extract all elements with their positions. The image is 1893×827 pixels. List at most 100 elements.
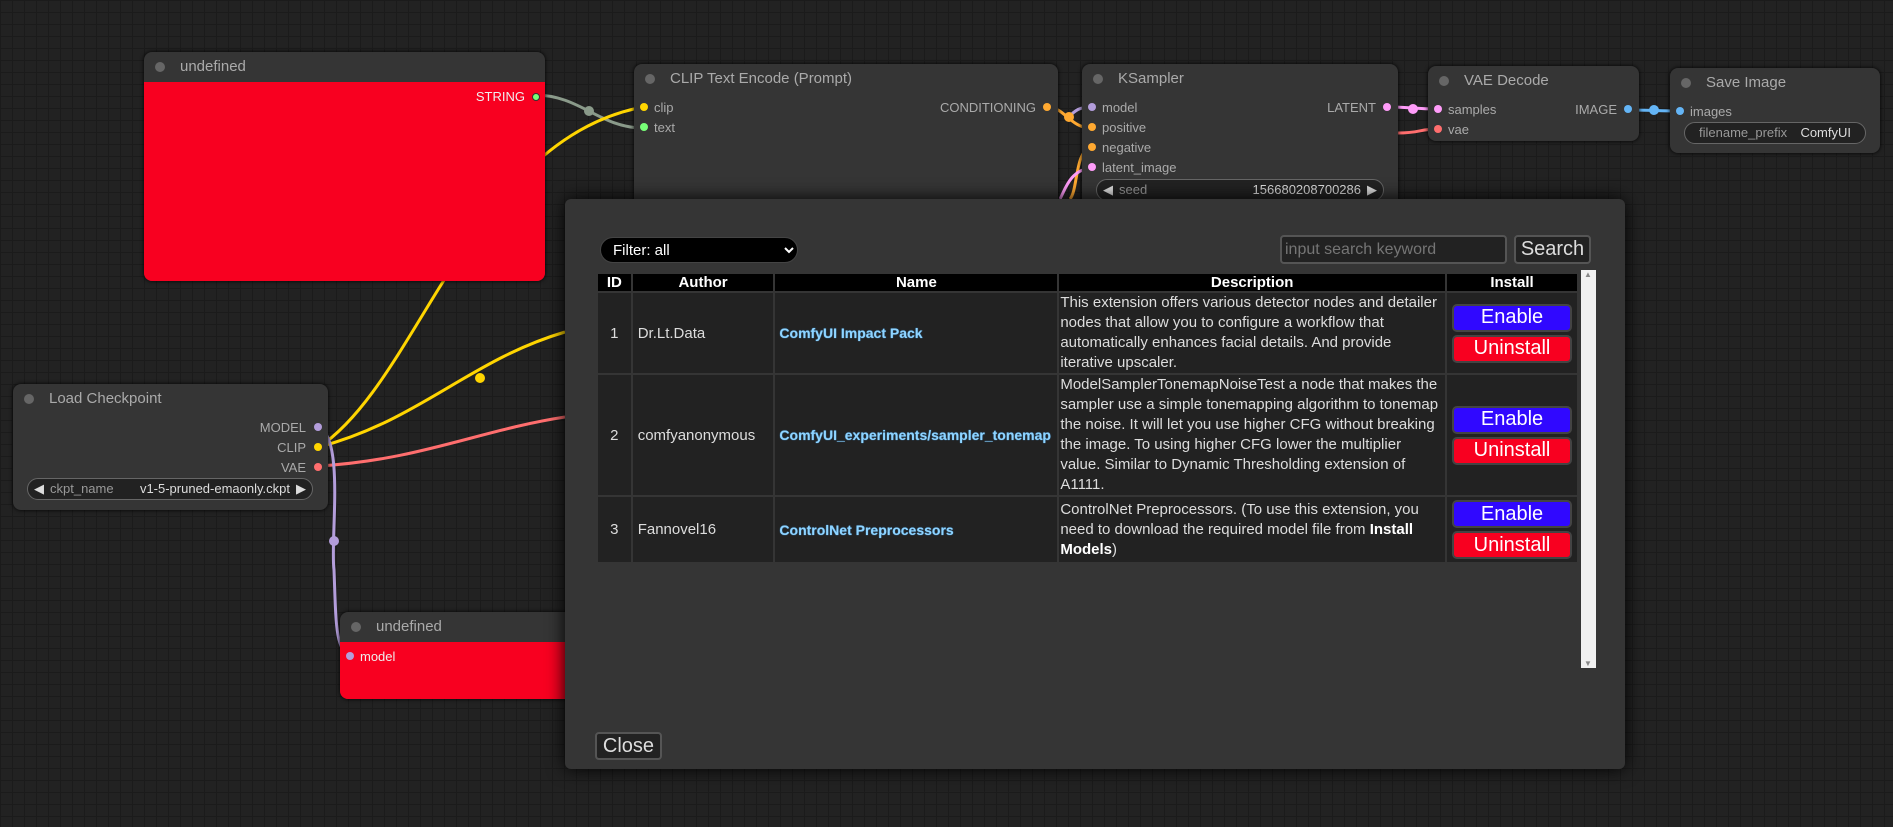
output-model: MODEL bbox=[259, 420, 306, 435]
input-vae: vae bbox=[1448, 122, 1469, 137]
output-clip-dot[interactable] bbox=[314, 443, 322, 451]
node-title: Save Image bbox=[1670, 68, 1880, 98]
arrow-left-icon[interactable]: ◀ bbox=[1103, 182, 1113, 197]
wire-vae-hidden bbox=[318, 415, 566, 468]
node-load-checkpoint[interactable]: Load Checkpoint MODEL CLIP VAE ◀ ckpt_na… bbox=[13, 384, 328, 510]
filename-prefix-label: filename_prefix bbox=[1699, 125, 1788, 140]
input-model-dot[interactable] bbox=[1088, 103, 1096, 111]
filter-select[interactable]: Filter: all bbox=[600, 237, 798, 263]
input-vae-dot[interactable] bbox=[1434, 125, 1442, 133]
uninstall-button[interactable]: Uninstall bbox=[1452, 436, 1572, 465]
output-vae: VAE bbox=[280, 460, 306, 475]
output-vae-dot[interactable] bbox=[314, 463, 322, 471]
cell-author: Dr.Lt.Data bbox=[630, 291, 776, 375]
cell-id: 3 bbox=[596, 495, 633, 564]
arrow-right-icon[interactable]: ▶ bbox=[1367, 182, 1377, 197]
filename-prefix-widget[interactable]: filename_prefix ComfyUI bbox=[1684, 122, 1866, 144]
output-image: IMAGE bbox=[1575, 102, 1617, 117]
input-text-dot[interactable] bbox=[640, 123, 648, 131]
table-row: 2 comfyanonymous ComfyUI_experiments/sam… bbox=[596, 373, 1579, 497]
ckpt-name-value: v1-5-pruned-emaonly.ckpt bbox=[139, 481, 290, 496]
input-clip: clip bbox=[654, 100, 674, 115]
output-model-dot[interactable] bbox=[314, 423, 322, 431]
input-images-dot[interactable] bbox=[1676, 107, 1684, 115]
input-negative-dot[interactable] bbox=[1088, 143, 1096, 151]
extension-link[interactable]: ComfyUI_experiments/sampler_tonemap bbox=[773, 373, 1060, 497]
extensions-table: ID Author Name Description Install 1 Dr.… bbox=[596, 272, 1579, 564]
search-input[interactable] bbox=[1280, 235, 1507, 264]
table-header: ID Author Name Description Install bbox=[596, 272, 1579, 293]
filename-prefix-value: ComfyUI bbox=[1800, 125, 1851, 140]
reroute-dot bbox=[584, 106, 594, 116]
input-latent-image: latent_image bbox=[1102, 160, 1177, 175]
reroute-dot bbox=[1408, 104, 1418, 114]
input-negative: negative bbox=[1102, 140, 1152, 155]
node-title: KSampler bbox=[1082, 64, 1398, 94]
cell-id: 1 bbox=[596, 291, 633, 375]
output-string-dot[interactable] bbox=[532, 93, 540, 101]
col-id: ID bbox=[596, 272, 633, 293]
extension-link[interactable]: ComfyUI Impact Pack bbox=[773, 291, 1060, 375]
uninstall-button[interactable]: Uninstall bbox=[1452, 531, 1572, 559]
node-body-red bbox=[144, 82, 545, 281]
output-latent: LATENT bbox=[1327, 100, 1376, 115]
input-clip-dot[interactable] bbox=[640, 103, 648, 111]
input-positive: positive bbox=[1102, 120, 1147, 135]
cell-id: 2 bbox=[596, 373, 633, 497]
seed-label: seed bbox=[1119, 182, 1148, 197]
node-vae-decode[interactable]: VAE Decode samples vae IMAGE bbox=[1428, 66, 1639, 141]
output-image-dot[interactable] bbox=[1624, 105, 1632, 113]
enable-button[interactable]: Enable bbox=[1452, 303, 1572, 332]
enable-button[interactable]: Enable bbox=[1452, 500, 1572, 528]
cell-author: comfyanonymous bbox=[630, 373, 776, 497]
extension-link[interactable]: ControlNet Preprocessors bbox=[773, 495, 1060, 564]
scroll-up-icon[interactable]: ▲ bbox=[1584, 270, 1592, 279]
close-button[interactable]: Close bbox=[595, 732, 662, 760]
scroll-down-icon[interactable]: ▼ bbox=[1584, 659, 1592, 668]
input-samples-dot[interactable] bbox=[1434, 105, 1442, 113]
node-save-image[interactable]: Save Image images filename_prefix ComfyU… bbox=[1670, 68, 1880, 153]
arrow-right-icon[interactable]: ▶ bbox=[296, 481, 306, 496]
reroute-dot bbox=[1649, 105, 1659, 115]
input-model: model bbox=[360, 649, 396, 664]
cell-install: Enable Uninstall bbox=[1445, 291, 1579, 375]
input-positive-dot[interactable] bbox=[1088, 123, 1096, 131]
search-button[interactable]: Search bbox=[1514, 235, 1591, 264]
ckpt-name-widget[interactable]: ◀ ckpt_name v1-5-pruned-emaonly.ckpt ▶ bbox=[27, 478, 313, 500]
node-title: CLIP Text Encode (Prompt) bbox=[634, 64, 1058, 94]
col-author: Author bbox=[630, 272, 776, 293]
seed-value: 156680208700286 bbox=[1252, 182, 1361, 197]
cell-description: ModelSamplerTonemapNoiseTest a node that… bbox=[1057, 373, 1447, 497]
wire-clip-hidden bbox=[318, 330, 566, 449]
table-row: 3 Fannovel16 ControlNet Preprocessors Co… bbox=[596, 495, 1579, 564]
input-text: text bbox=[654, 120, 675, 135]
reroute-dot bbox=[1064, 112, 1074, 122]
input-model-dot[interactable] bbox=[346, 652, 354, 660]
install-models-link[interactable]: Install Models bbox=[1060, 520, 1414, 558]
node-title: undefined bbox=[340, 612, 580, 642]
output-conditioning-dot[interactable] bbox=[1043, 103, 1051, 111]
cell-description: This extension offers various detector n… bbox=[1057, 291, 1447, 375]
arrow-left-icon[interactable]: ◀ bbox=[34, 481, 44, 496]
node-title: undefined bbox=[144, 52, 545, 82]
output-clip: CLIP bbox=[277, 440, 306, 455]
output-string: STRING bbox=[475, 89, 525, 104]
input-latent-image-dot[interactable] bbox=[1088, 163, 1096, 171]
node-undefined-bottom[interactable]: undefined model bbox=[340, 612, 580, 699]
input-images: images bbox=[1690, 104, 1732, 119]
wire-model bbox=[318, 425, 351, 658]
node-undefined-top[interactable]: undefined STRING bbox=[144, 52, 545, 281]
node-body-red bbox=[340, 642, 580, 699]
seed-widget[interactable]: ◀ seed 156680208700286 ▶ bbox=[1096, 179, 1384, 201]
node-title: VAE Decode bbox=[1428, 66, 1639, 96]
enable-button[interactable]: Enable bbox=[1452, 405, 1572, 434]
table-row: 1 Dr.Lt.Data ComfyUI Impact Pack This ex… bbox=[596, 291, 1579, 375]
input-model: model bbox=[1102, 100, 1138, 115]
cell-install: Enable Uninstall bbox=[1445, 495, 1579, 564]
uninstall-button[interactable]: Uninstall bbox=[1452, 334, 1572, 363]
output-latent-dot[interactable] bbox=[1383, 103, 1391, 111]
node-title: Load Checkpoint bbox=[13, 384, 328, 414]
description-end: ) bbox=[1112, 540, 1118, 558]
table-scrollbar[interactable]: ▲ ▼ bbox=[1581, 270, 1596, 668]
reroute-dot bbox=[329, 536, 339, 546]
